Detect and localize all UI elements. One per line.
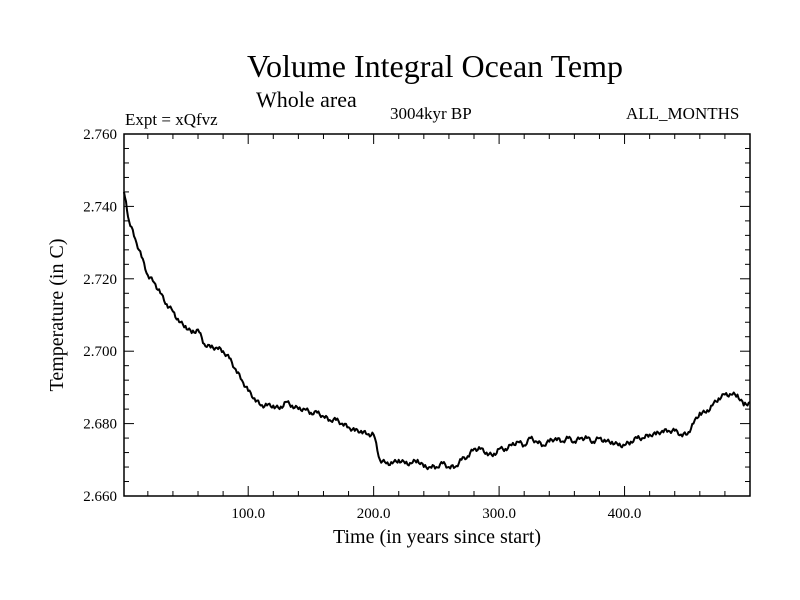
chart-subtitle: Whole area: [256, 87, 357, 112]
y-axis-label: Temperature (in C): [46, 239, 68, 392]
y-tick-label: 2.740: [83, 199, 117, 215]
experiment-annotation: Expt = xQfvz: [125, 110, 218, 129]
months-annotation: ALL_MONTHS: [626, 104, 740, 123]
period-annotation: 3004kyr BP: [390, 104, 472, 123]
y-tick-label: 2.700: [83, 344, 117, 360]
x-tick-label: 200.0: [357, 506, 391, 522]
y-tick-label: 2.760: [83, 127, 117, 143]
chart-title: Volume Integral Ocean Temp: [246, 48, 623, 84]
y-tick-label: 2.660: [83, 489, 117, 505]
plot-frame: [123, 133, 751, 497]
y-tick-label: 2.680: [83, 417, 117, 433]
y-tick-label: 2.720: [83, 272, 117, 288]
x-axis-label: Time (in years since start): [333, 526, 541, 548]
temperature-series-line: [123, 191, 751, 471]
x-tick-label: 300.0: [482, 506, 516, 522]
x-tick-label: 100.0: [231, 506, 265, 522]
x-tick-label: 400.0: [608, 506, 642, 522]
